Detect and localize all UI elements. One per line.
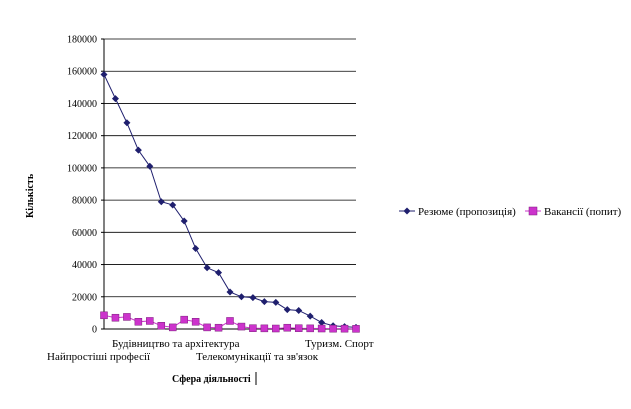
data-point-vacancies	[134, 318, 143, 326]
legend-marker-diamond	[403, 207, 411, 215]
data-point-resume	[318, 319, 326, 327]
data-point-vacancies	[100, 311, 108, 320]
legend-label-vacancies: Вакансії (попит)	[544, 206, 622, 218]
data-point-resume	[100, 70, 108, 78]
data-point-resume	[134, 146, 142, 154]
x-tick-label-tourism-sport: Туризм. Спорт	[305, 338, 374, 350]
legend: Резюме (пропозиція) Вакансії (попит)	[399, 206, 622, 218]
y-tick-label: 0	[92, 325, 97, 336]
y-tick-label: 140000	[67, 99, 97, 110]
x-tick-label-simplest-professions: Найпростіші професії	[47, 351, 151, 363]
data-point-vacancies	[283, 323, 292, 332]
data-point-vacancies	[203, 323, 211, 332]
data-point-resume	[192, 244, 200, 252]
data-point-vacancies	[237, 322, 246, 331]
data-point-vacancies	[214, 323, 223, 332]
y-tick-labels: 0 20000 40000 60000 80000 100000 120000 140000 1…	[67, 35, 97, 336]
data-point-vacancies	[157, 322, 166, 330]
gridlines	[101, 38, 356, 330]
data-point-vacancies	[340, 324, 349, 333]
legend-item-vacancies: Вакансії (попит)	[525, 206, 622, 218]
data-point-resume	[157, 198, 165, 206]
data-point-vacancies	[352, 325, 360, 333]
data-point-vacancies	[272, 324, 280, 333]
y-tick-label: 80000	[72, 196, 97, 207]
data-point-vacancies	[329, 324, 337, 333]
legend-item-resume: Резюме (пропозиція)	[399, 206, 516, 218]
legend-marker-square	[528, 206, 538, 216]
y-tick-label: 100000	[67, 163, 97, 174]
data-point-resume	[146, 162, 154, 170]
data-point-resume	[169, 201, 177, 209]
data-point-resume	[111, 95, 119, 103]
series-markers	[100, 70, 360, 333]
data-point-resume	[123, 119, 131, 127]
x-tick-label-telecom: Телекомунікації та зв'язок	[196, 351, 319, 363]
x-tick-label-construction: Будівництво та архітектура	[112, 338, 240, 350]
y-tick-label: 180000	[67, 35, 97, 46]
data-point-resume	[295, 306, 303, 314]
data-point-vacancies	[294, 324, 303, 332]
y-tick-label: 160000	[67, 67, 97, 78]
x-axis-title: Сфера діяльності	[172, 374, 251, 385]
y-tick-label: 120000	[67, 131, 97, 142]
data-point-resume	[260, 298, 268, 306]
data-point-vacancies	[168, 323, 177, 332]
data-point-vacancies	[123, 313, 131, 321]
data-point-vacancies	[146, 317, 154, 325]
data-point-resume	[283, 306, 291, 314]
data-point-vacancies	[317, 324, 326, 333]
y-tick-label: 40000	[72, 260, 97, 271]
data-point-vacancies	[191, 318, 200, 326]
data-point-vacancies	[226, 317, 234, 325]
data-point-resume	[226, 288, 234, 296]
y-tick-label: 20000	[72, 292, 97, 303]
data-point-resume	[180, 217, 188, 225]
data-point-resume	[249, 294, 257, 302]
data-point-resume	[237, 293, 245, 301]
data-point-vacancies	[111, 313, 120, 322]
data-point-vacancies	[180, 315, 188, 324]
legend-label-resume: Резюме (пропозиція)	[418, 206, 516, 218]
data-point-resume	[215, 269, 223, 277]
data-point-vacancies	[249, 324, 257, 332]
data-point-vacancies	[306, 324, 314, 333]
data-point-vacancies	[260, 324, 269, 333]
data-point-resume	[306, 312, 314, 320]
y-axis-title: Кількість	[25, 173, 36, 218]
data-point-resume	[203, 264, 211, 272]
y-tick-label: 60000	[72, 228, 97, 239]
data-point-resume	[272, 298, 280, 306]
